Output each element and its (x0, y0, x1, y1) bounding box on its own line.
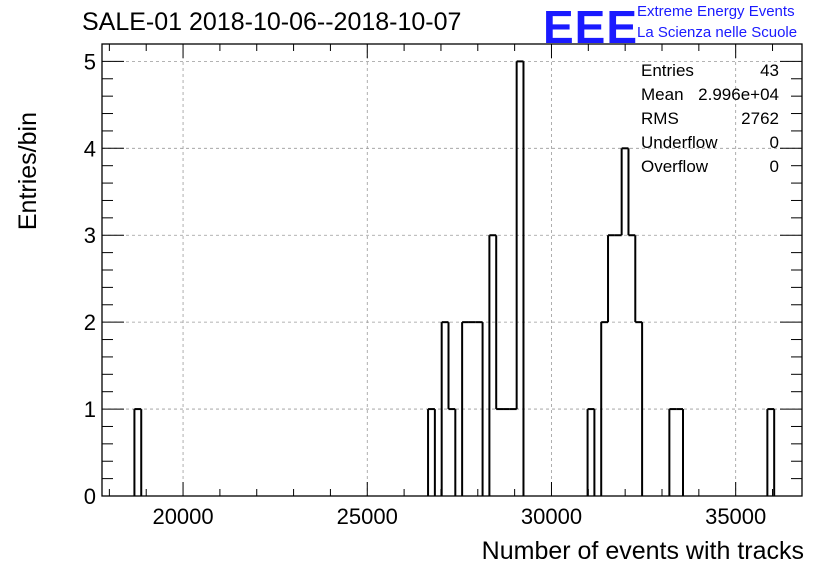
x-tick-label: 25000 (337, 504, 398, 529)
stats-label: Mean (641, 85, 684, 104)
x-tick-label: 30000 (521, 504, 582, 529)
axis-ticks (102, 43, 802, 497)
stats-row-mean: Mean 2.996e+04 (641, 83, 779, 107)
logo-line-1: Extreme Energy Events (637, 3, 795, 20)
y-tick-label: 2 (84, 310, 96, 335)
y-tick-label: 0 (84, 484, 96, 509)
chart-title: SALE-01 2018-10-06--2018-10-07 (82, 8, 462, 36)
x-axis-label: Number of events with tracks (481, 537, 804, 565)
stats-row-overflow: Overflow 0 (641, 155, 779, 179)
stats-value: 43 (760, 61, 779, 80)
stats-label: Entries (641, 61, 694, 80)
stats-box: Entries 43 Mean 2.996e+04 RMS 2762 Under… (641, 59, 779, 179)
y-tick-label: 3 (84, 223, 96, 248)
y-tick-label: 5 (84, 49, 96, 74)
stats-row-rms: RMS 2762 (641, 107, 779, 131)
x-tick-label: 20000 (152, 504, 213, 529)
logo-line-2: La Scienza nelle Scuole (637, 24, 798, 41)
stats-label: RMS (641, 109, 679, 128)
y-tick-label: 4 (84, 136, 96, 161)
stats-value: 0 (769, 157, 779, 176)
stats-value: 2762 (741, 109, 779, 128)
eee-logo: EEE (543, 1, 639, 53)
y-tick-label: 1 (84, 397, 96, 422)
histogram-bars (133, 60, 776, 496)
axis-tick-labels: 20000 25000 30000 35000 0 1 2 3 4 5 (84, 49, 767, 529)
stats-row-underflow: Underflow 0 (641, 131, 779, 155)
grid-lines (102, 44, 802, 496)
stats-row-entries: Entries 43 (641, 59, 779, 83)
stats-value: 2.996e+04 (698, 85, 779, 104)
stats-label: Underflow (641, 133, 718, 152)
x-tick-label: 35000 (705, 504, 766, 529)
stats-label: Overflow (641, 157, 709, 176)
y-axis-label: Entries/bin (14, 112, 42, 231)
stats-value: 0 (769, 133, 779, 152)
